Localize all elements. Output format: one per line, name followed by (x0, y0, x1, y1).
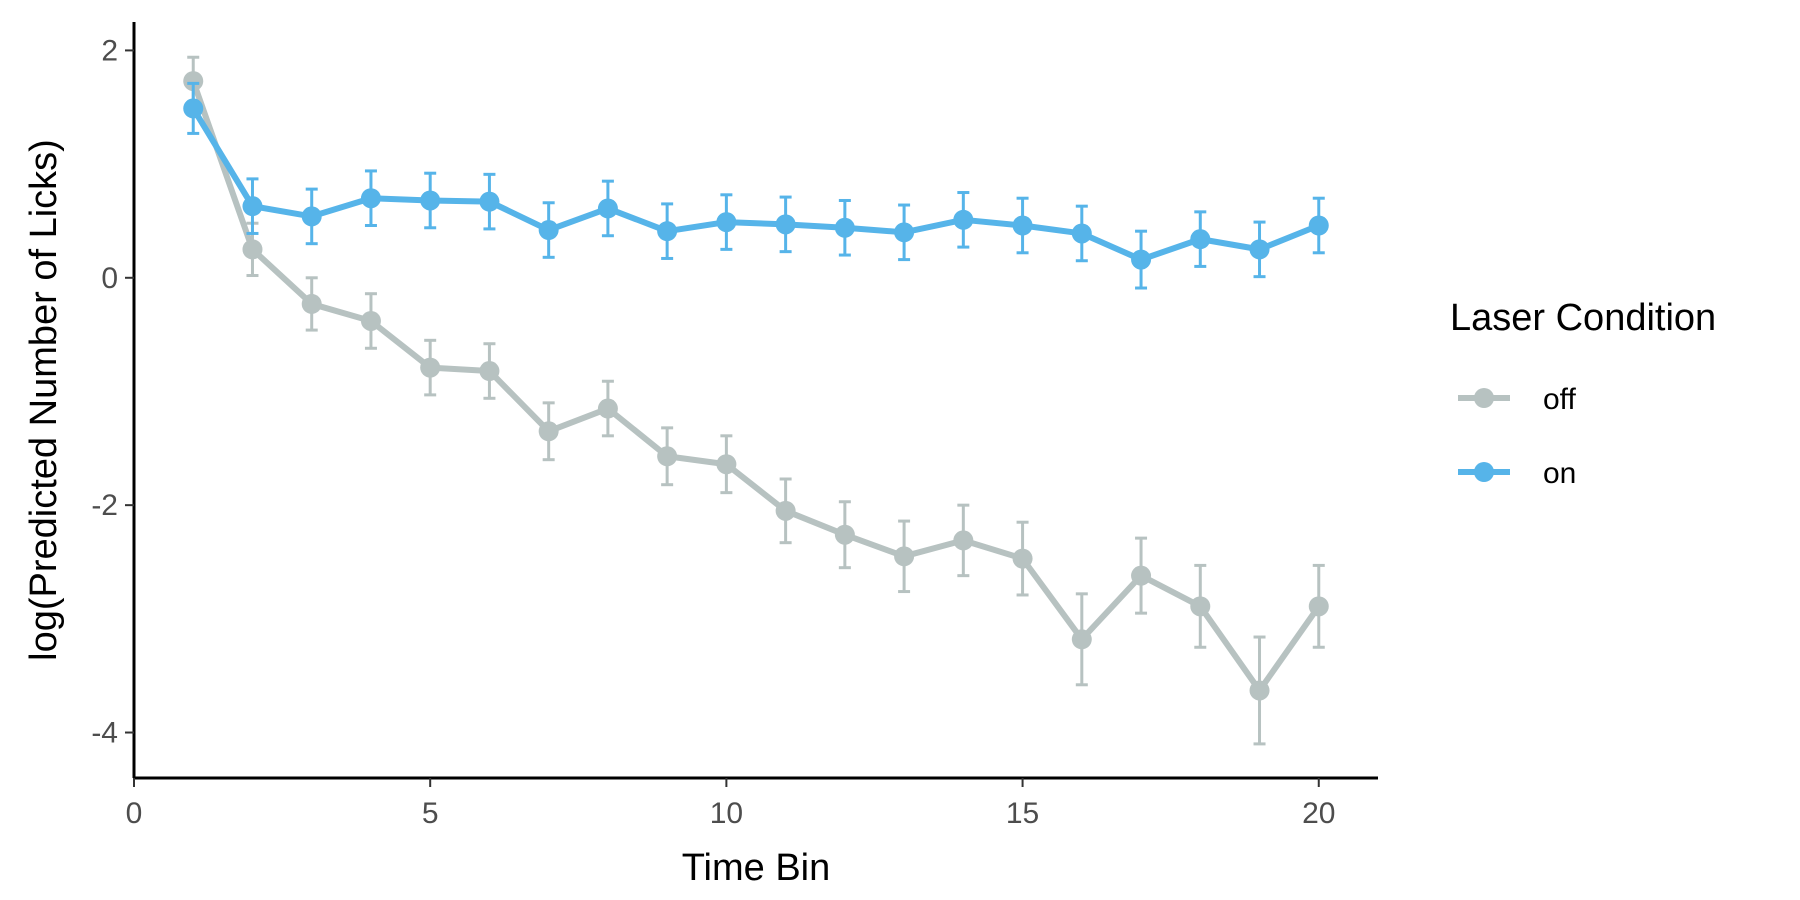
legend-key-point (1474, 462, 1494, 482)
data-point (1249, 239, 1270, 260)
data-point (1308, 596, 1329, 617)
data-point (775, 214, 796, 235)
data-point (597, 198, 618, 219)
series-line-off (190, 80, 1322, 694)
data-point (538, 220, 559, 241)
plot-area (183, 55, 1329, 746)
data-point (894, 546, 915, 567)
data-point (716, 454, 737, 475)
data-point (894, 222, 915, 243)
legend-label: on (1543, 457, 1576, 490)
data-point (597, 398, 618, 419)
data-point (953, 209, 974, 230)
legend-items: off on (1458, 383, 1576, 490)
data-point (1308, 215, 1329, 236)
data-point (1131, 249, 1152, 270)
x-tick-label: 0 (126, 797, 143, 830)
x-tick-label: 5 (422, 797, 439, 830)
legend-item-on: on (1458, 457, 1576, 490)
y-ticks: 2 0 -2 -4 (91, 34, 134, 750)
data-point (242, 239, 263, 260)
legend-title: Laser Condition (1450, 297, 1716, 339)
x-ticks: 0 5 10 15 20 (126, 778, 1335, 830)
data-point (775, 500, 796, 521)
axes: 0 5 10 15 20 20-2-4 (91, 22, 1378, 830)
data-point (1012, 215, 1033, 236)
data-point (183, 71, 204, 92)
data-point (1012, 548, 1033, 569)
data-point (657, 221, 678, 242)
legend-label: off (1543, 383, 1576, 416)
x-tick-label: 15 (1006, 797, 1039, 830)
data-point (1249, 680, 1270, 701)
legend: Laser Condition off on (1450, 297, 1716, 490)
data-point (301, 293, 322, 314)
x-tick-label: 20 (1302, 797, 1335, 830)
x-axis-title: Time Bin (682, 847, 831, 889)
data-point (538, 421, 559, 442)
data-point (360, 188, 381, 209)
data-point (360, 310, 381, 331)
series-on (183, 81, 1329, 290)
series-off (183, 55, 1329, 746)
data-point (420, 357, 441, 378)
data-point (1131, 565, 1152, 586)
legend-item-off: off (1458, 383, 1576, 416)
y-tick-label: 0 (101, 262, 118, 295)
data-point (657, 446, 678, 467)
data-point (242, 196, 263, 217)
data-point (479, 191, 500, 212)
data-point (420, 190, 441, 211)
y-tick-label: 2 (101, 34, 118, 67)
data-point (834, 217, 855, 238)
data-point (716, 212, 737, 233)
x-tick-label: 10 (710, 797, 743, 830)
y-axis-title: log(Predicted Number of Licks) (23, 139, 65, 661)
data-point (183, 98, 204, 119)
data-point (1071, 223, 1092, 244)
series-line-on (190, 106, 1320, 263)
data-point (301, 206, 322, 227)
data-point (1190, 596, 1211, 617)
data-point (479, 361, 500, 382)
legend-key-point (1474, 388, 1494, 408)
data-point (834, 524, 855, 545)
data-point (1190, 229, 1211, 250)
data-point (953, 530, 974, 551)
data-point (1071, 629, 1092, 650)
y-tick-label: -2 (91, 489, 118, 522)
y-tick-label: -4 (91, 717, 118, 750)
